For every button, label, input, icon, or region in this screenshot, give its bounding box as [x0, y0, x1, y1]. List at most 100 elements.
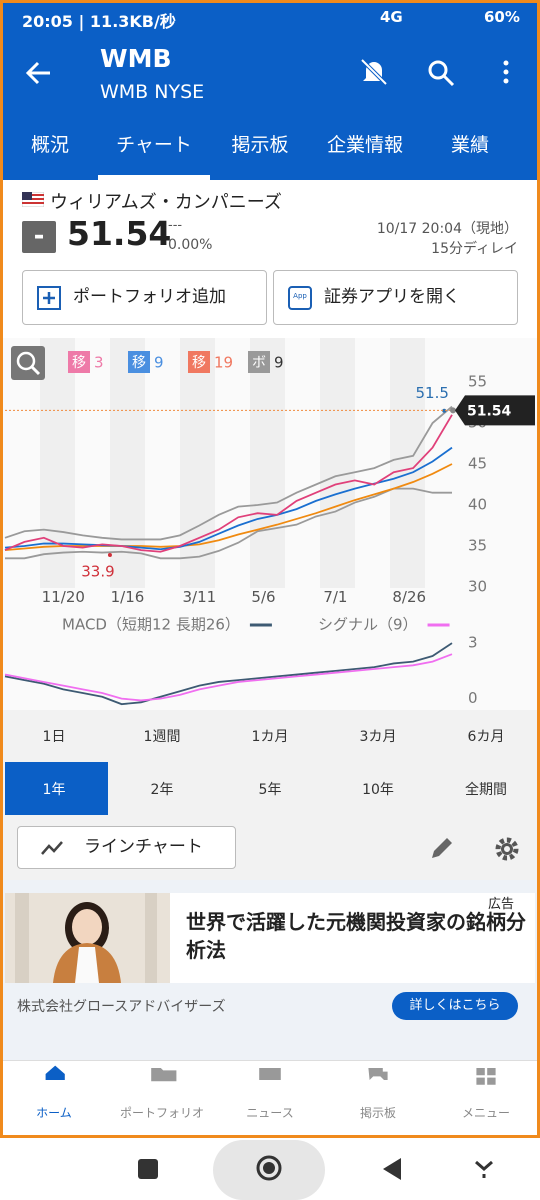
period-button[interactable]: 2年: [150, 782, 174, 798]
nav-icon: [151, 1068, 177, 1082]
nav-label: ニュース: [246, 1106, 294, 1120]
series-line: [4, 405, 453, 541]
quote-delay: 15分ディレイ: [431, 241, 518, 257]
chart-type-label: ラインチャート: [84, 837, 203, 857]
x-tick-label: 5/6: [251, 588, 275, 606]
annotation-label: 51.5: [416, 384, 449, 402]
nav-item[interactable]: メニュー: [432, 1068, 540, 1121]
change-sign: -: [22, 221, 56, 253]
legend-period: 9: [274, 354, 284, 372]
header-title: WMB: [100, 44, 172, 73]
period-button[interactable]: 1週間: [143, 729, 181, 745]
legend-badge: 移: [132, 355, 146, 371]
settings-button[interactable]: [494, 836, 520, 862]
nav-label: ポートフォリオ: [119, 1106, 204, 1120]
status-time: 20:05: [22, 12, 73, 31]
annotation-dot: [442, 408, 447, 413]
nav-item[interactable]: ニュース: [216, 1068, 324, 1121]
tab[interactable]: 掲示板: [231, 134, 289, 156]
add-portfolio-button[interactable]: ポートフォリオ追加: [22, 270, 267, 325]
us-flag: [22, 192, 44, 207]
tab[interactable]: 概況: [30, 134, 69, 156]
legend-period: 19: [214, 354, 233, 372]
ad-image: [5, 893, 170, 983]
nav-icon: [45, 1065, 65, 1080]
legend-badge-bg: [248, 351, 270, 373]
x-tick-label: 8/26: [392, 588, 426, 606]
change: ---: [168, 218, 183, 233]
period-button[interactable]: 1日: [42, 729, 66, 745]
legend-period: 3: [94, 354, 104, 372]
ad-cta[interactable]: 詳しくはこちら: [392, 992, 518, 1020]
y-tick-label: 40: [468, 496, 487, 514]
tab[interactable]: 企業情報: [326, 134, 403, 156]
series-line: [4, 653, 453, 702]
y-tick-label: 45: [468, 455, 487, 473]
zoom-bg: [11, 346, 45, 380]
legend-badge-bg: [68, 351, 90, 373]
nav-label: メニュー: [461, 1106, 510, 1120]
period-button[interactable]: 3カ月: [359, 729, 397, 745]
period-button[interactable]: 5年: [258, 782, 282, 798]
svg-text:App: App: [293, 292, 307, 300]
series-line: [4, 642, 453, 706]
header-subtitle: WMB NYSE: [100, 81, 205, 103]
draw-button[interactable]: [428, 834, 456, 862]
tab[interactable]: 業績: [450, 134, 489, 156]
status-speed: 11.3KB/秒: [89, 12, 176, 31]
app-header-bg: [0, 0, 540, 180]
legend-badge-bg: [128, 351, 150, 373]
ad-advertiser: 株式会社グロースアドバイザーズ: [17, 999, 226, 1015]
legend-label: シグナル（9）: [318, 616, 418, 634]
ad-label: 広告: [488, 897, 515, 912]
alert-button[interactable]: [358, 56, 390, 88]
last-price-label: 51.54: [467, 403, 512, 419]
price: 51.54: [67, 214, 172, 253]
last-price-dot: [450, 407, 456, 414]
y-tick-label: 35: [468, 537, 487, 555]
series-line: [4, 414, 453, 553]
last-price-tag: [455, 395, 535, 426]
period-button[interactable]: 6カ月: [467, 729, 505, 745]
nav-icon: [259, 1068, 281, 1080]
stripe: [320, 338, 355, 588]
nav-item[interactable]: ポートフォリオ: [108, 1068, 216, 1121]
tab-selected[interactable]: チャート: [116, 134, 192, 156]
search-button[interactable]: [426, 58, 456, 88]
x-tick-label: 7/1: [323, 588, 347, 606]
y-tick-label: 30: [468, 578, 487, 596]
ad-headline: 世界で活躍した元機関投資家の銘柄分析法: [186, 910, 526, 962]
series-line: [5, 487, 452, 560]
status-battery: 60%: [484, 8, 520, 26]
system-buttons[interactable]: [0, 1138, 540, 1200]
y-tick-label: 55: [468, 373, 487, 391]
nav-icon: [368, 1068, 388, 1080]
legend-badge: 移: [192, 355, 206, 371]
zoom-icon: [16, 351, 36, 371]
nav-label: 掲示板: [359, 1106, 396, 1120]
change-pct: 0.00%: [168, 237, 213, 253]
annotation-dot: [107, 553, 112, 558]
period-selected-bg: [5, 762, 108, 815]
open-app-button[interactable]: App 証券アプリを開く: [273, 270, 518, 325]
status-left: 20:05 | 11.3KB/秒: [22, 12, 176, 31]
x-tick-label: 11/20: [42, 588, 85, 606]
y-tick-label: 0: [468, 689, 478, 707]
x-tick-label: 3/11: [183, 588, 217, 606]
period-button[interactable]: 1カ月: [251, 729, 289, 745]
period-button[interactable]: 10年: [362, 782, 394, 798]
series-line: [4, 463, 453, 551]
tab-indicator: [98, 175, 210, 180]
button-label: 証券アプリを開く: [324, 287, 460, 307]
x-tick-label: 1/16: [111, 588, 145, 606]
nav-item[interactable]: 掲示板: [324, 1068, 432, 1121]
stripe: [40, 338, 75, 588]
more-button[interactable]: [498, 58, 514, 88]
back-button[interactable]: [24, 58, 54, 88]
nav-item[interactable]: ホーム: [0, 1065, 108, 1121]
chart-type-button[interactable]: ラインチャート: [17, 826, 236, 869]
period-button[interactable]: 1年: [42, 782, 66, 798]
period-button[interactable]: 全期間: [465, 782, 507, 798]
stripe: [180, 338, 215, 588]
